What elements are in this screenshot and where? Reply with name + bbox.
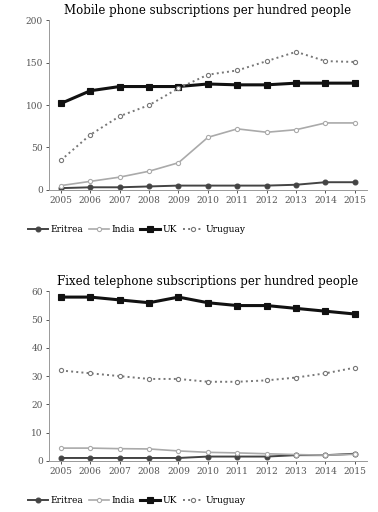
Legend: Eritrea, India, UK, Uruguay: Eritrea, India, UK, Uruguay [28, 225, 246, 234]
Legend: Eritrea, India, UK, Uruguay: Eritrea, India, UK, Uruguay [28, 496, 246, 505]
Title: Mobile phone subscriptions per hundred people: Mobile phone subscriptions per hundred p… [64, 4, 352, 16]
Title: Fixed telephone subscriptions per hundred people: Fixed telephone subscriptions per hundre… [57, 274, 358, 288]
